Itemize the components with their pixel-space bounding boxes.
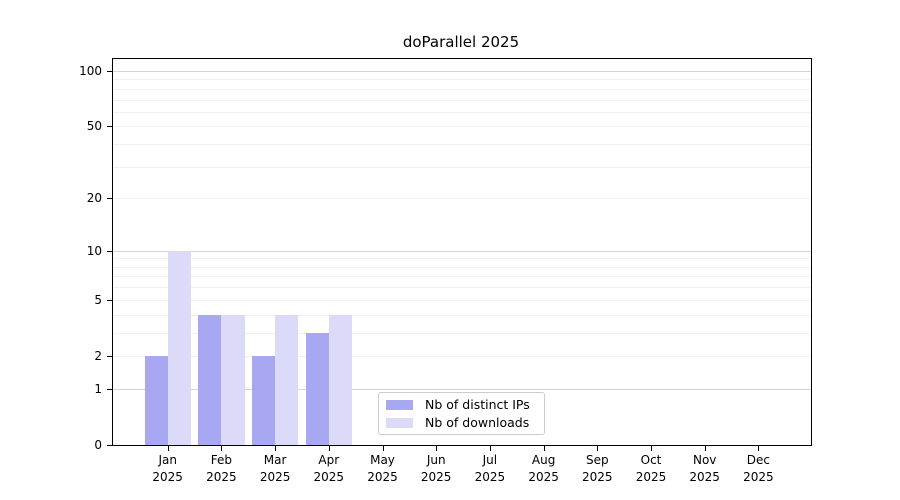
y-tick-label: 100 [79, 63, 102, 78]
x-tick-label: Jan 2025 [152, 453, 183, 484]
legend-swatch-distinct-ips [386, 399, 413, 410]
x-tick-mark [436, 446, 438, 451]
legend-swatch-downloads [386, 417, 413, 428]
gridline-minor [113, 332, 811, 334]
y-tick-label: 20 [86, 191, 102, 206]
gridline-minor [113, 287, 811, 289]
gridline-minor [113, 314, 811, 316]
chart-title: doParallel 2025 [402, 33, 520, 51]
x-tick-mark [651, 446, 652, 451]
plot-area [112, 58, 812, 446]
gridline-minor [113, 198, 811, 200]
legend: Nb of distinct IPs Nb of downloads [378, 392, 545, 435]
y-tick-mark [107, 299, 112, 301]
x-tick-label: Oct 2025 [635, 453, 667, 484]
gridline-minor [113, 88, 811, 90]
gridline-minor [113, 356, 811, 357]
gridline-minor [113, 266, 811, 268]
gridline-minor [113, 299, 811, 301]
gridline-major [113, 70, 811, 72]
x-tick-label: Nov 2025 [689, 453, 720, 484]
gridline-major [113, 250, 811, 252]
gridline-minor [113, 144, 811, 145]
bar-downloads [167, 250, 191, 445]
y-tick-mark [107, 250, 112, 252]
x-tick-label: Mar 2025 [259, 453, 291, 484]
x-tick-mark [704, 446, 706, 451]
legend-label-distinct-ips: Nb of distinct IPs [425, 396, 530, 412]
legend-item-distinct-ips: Nb of distinct IPs [386, 396, 544, 412]
bar-distinct-ips [251, 356, 276, 445]
x-tick-label: Sep 2025 [582, 453, 613, 484]
gridline-minor [113, 276, 811, 278]
x-tick-mark [275, 446, 277, 451]
x-tick-mark [758, 446, 760, 451]
y-tick-label: 2 [94, 349, 102, 363]
gridline-minor [113, 166, 811, 168]
gridline-minor [113, 111, 811, 113]
x-tick-label: Jul 2025 [474, 453, 506, 484]
x-tick-mark [543, 446, 545, 451]
y-tick-mark [107, 126, 112, 128]
y-tick-label: 10 [86, 243, 102, 258]
x-tick-mark [597, 446, 599, 451]
legend-label-downloads: Nb of downloads [425, 414, 530, 430]
bar-downloads [275, 314, 299, 445]
y-tick-label: 0 [94, 438, 102, 452]
x-tick-label: Jun 2025 [420, 453, 452, 484]
y-tick-mark [107, 198, 112, 200]
x-tick-label: May 2025 [367, 453, 398, 484]
gridline-major [113, 388, 811, 390]
y-tick-mark [107, 70, 112, 72]
bar-distinct-ips [305, 332, 329, 445]
x-tick-label: Apr 2025 [313, 453, 345, 484]
x-tick-label: Aug 2025 [528, 453, 559, 484]
x-tick-mark [167, 446, 169, 451]
gridline-minor [113, 99, 811, 101]
gridline-minor [113, 79, 811, 81]
legend-item-downloads: Nb of downloads [386, 414, 544, 430]
y-tick-mark [107, 388, 112, 390]
bar-distinct-ips [198, 314, 222, 445]
gridline-minor [113, 126, 811, 128]
x-tick-label: Feb 2025 [206, 453, 237, 484]
y-tick-label: 1 [94, 381, 102, 396]
x-tick-mark [221, 446, 223, 451]
x-tick-mark [328, 446, 330, 451]
y-tick-mark [107, 356, 112, 357]
gridline-minor [113, 258, 811, 260]
x-tick-label: Dec 2025 [743, 453, 774, 484]
bar-downloads [328, 314, 352, 445]
bar-distinct-ips [144, 356, 168, 445]
y-tick-label: 50 [86, 119, 102, 134]
x-tick-mark [382, 446, 384, 451]
y-tick-label: 5 [94, 292, 102, 307]
x-tick-mark [489, 446, 491, 451]
y-tick-mark [107, 445, 112, 446]
bar-downloads [221, 314, 245, 445]
